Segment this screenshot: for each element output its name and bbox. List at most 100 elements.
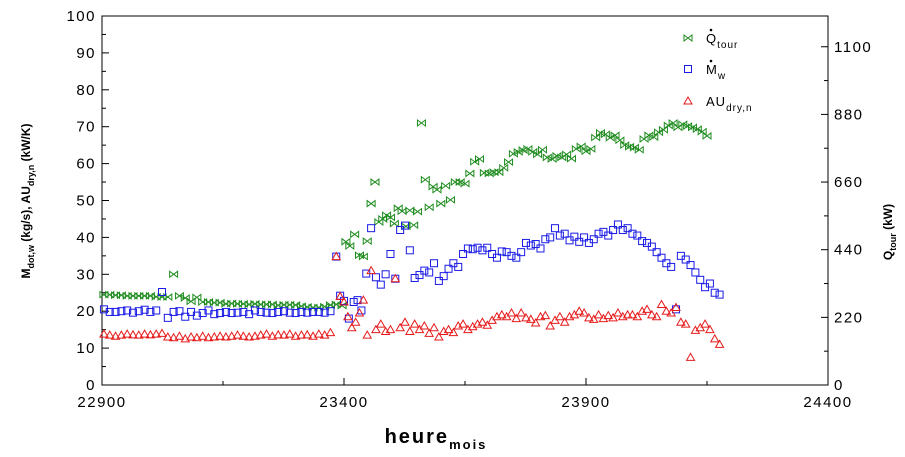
data-point [647, 242, 656, 251]
data-point [366, 265, 376, 275]
data-point [382, 211, 392, 220]
data-point [591, 133, 601, 142]
data-point [477, 317, 488, 326]
data-point [483, 243, 492, 252]
data-point [232, 330, 243, 339]
data-point [441, 181, 451, 190]
data-point [690, 325, 701, 334]
data-point [104, 330, 115, 339]
data-point [676, 317, 686, 326]
data-point [570, 232, 579, 241]
x-axis-label: heuremois [385, 426, 488, 452]
data-point [416, 119, 426, 128]
data-point [627, 309, 638, 319]
data-point [576, 142, 586, 151]
data-point [459, 250, 468, 259]
data-point [337, 301, 347, 310]
data-point [536, 244, 545, 253]
left-tick-label: 60 [76, 156, 96, 173]
data-point [555, 311, 565, 321]
data-point [609, 226, 618, 235]
data-point [465, 169, 475, 178]
legend-marker [683, 34, 693, 42]
data-point [566, 154, 576, 163]
data-point [661, 306, 672, 315]
data-point [239, 307, 248, 316]
data-point [390, 273, 401, 283]
right-tick-label: 220 [834, 309, 864, 326]
data-point [123, 306, 132, 315]
data-point [157, 328, 167, 337]
data-point [638, 237, 647, 246]
data-point [530, 318, 541, 327]
data-point [274, 307, 283, 316]
data-point [651, 311, 662, 321]
data-point [367, 224, 376, 233]
data-point [593, 309, 604, 319]
data-point [571, 144, 581, 153]
data-point [198, 309, 207, 318]
data-point [331, 251, 342, 261]
data-point [371, 273, 380, 282]
data-point [420, 175, 430, 184]
data-point [714, 339, 725, 348]
data-point [581, 147, 591, 156]
data-point [158, 288, 167, 297]
data-point [335, 291, 345, 300]
data-point [517, 248, 526, 257]
data-point [420, 266, 429, 275]
data-point [562, 150, 572, 159]
data-point [226, 331, 237, 340]
data-point [186, 332, 196, 341]
data-point [697, 127, 707, 136]
data-point [525, 314, 536, 323]
data-point [579, 308, 589, 317]
left-tick-label: 90 [76, 45, 96, 62]
data-point [371, 324, 381, 334]
data-point [546, 233, 555, 242]
data-point [181, 312, 190, 321]
data-point [696, 275, 705, 284]
left-axis-ticks: 0 10 20 30 40 50 60 70 80 90 100 [66, 8, 109, 394]
data-point [610, 131, 620, 140]
data-point [409, 319, 420, 328]
data-point [594, 229, 603, 238]
data-point [705, 279, 714, 288]
data-point [646, 309, 657, 319]
data-point [210, 310, 219, 319]
data-point [432, 185, 442, 194]
data-point [574, 306, 585, 315]
data-point [467, 321, 478, 331]
data-point [434, 332, 444, 341]
data-point [192, 332, 202, 342]
data-point [320, 308, 329, 317]
data-point [396, 226, 405, 235]
data-point [313, 329, 324, 338]
data-point [507, 251, 516, 260]
data-point [580, 233, 589, 242]
data-point [700, 319, 710, 328]
data-point [346, 322, 357, 332]
data-point [370, 178, 380, 187]
data-point [290, 331, 301, 340]
data-point [261, 329, 272, 338]
data-point [175, 307, 184, 316]
data-point [291, 309, 300, 318]
data-point [400, 221, 409, 230]
x-tick-label: 24400 [803, 394, 852, 411]
data-point [146, 307, 155, 316]
data-point [654, 128, 664, 137]
data-point [681, 255, 690, 264]
data-point [559, 317, 570, 326]
data-point [362, 330, 373, 339]
data-point [540, 310, 551, 320]
data-point [376, 280, 385, 289]
data-point [273, 329, 284, 339]
data-point [608, 312, 618, 322]
data-point [492, 253, 501, 262]
data-point [658, 125, 668, 134]
right-axis-label: Qtour (kW) [881, 204, 898, 260]
data-point [499, 163, 509, 172]
data-point [537, 145, 547, 154]
data-point [588, 314, 599, 323]
